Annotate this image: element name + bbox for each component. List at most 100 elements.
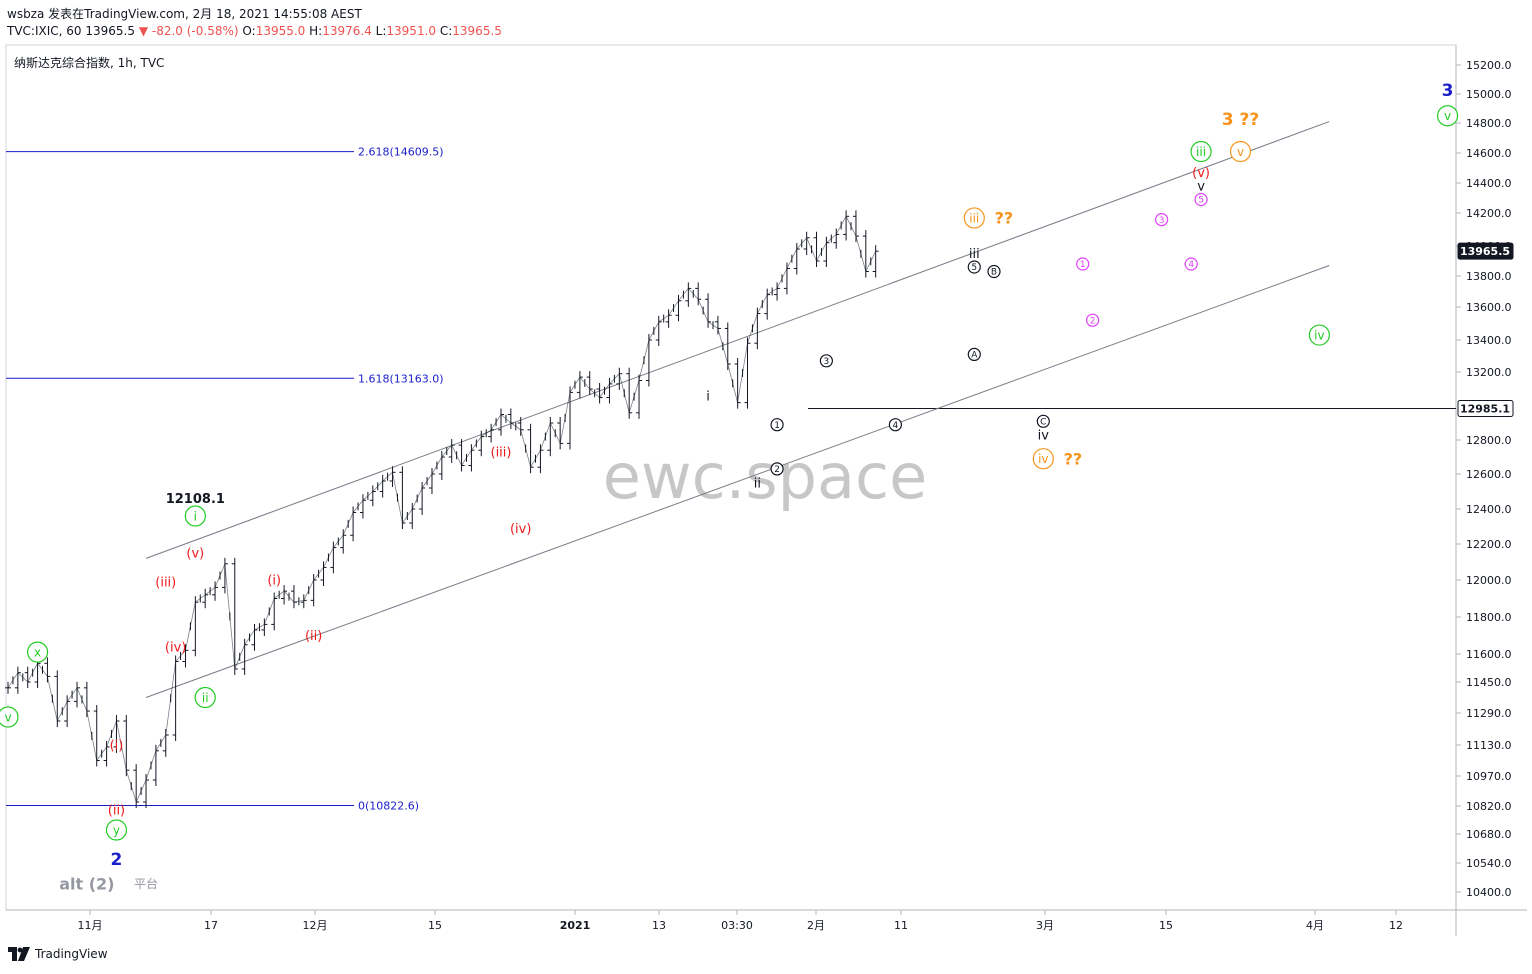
wave-label: 2 bbox=[1090, 316, 1096, 326]
wave-label: iv bbox=[1038, 429, 1050, 444]
x-tick-label: 12月 bbox=[303, 919, 328, 932]
wave-label: (i) bbox=[110, 739, 124, 754]
close-value: 13965.5 bbox=[452, 24, 502, 38]
x-tick-label: 13 bbox=[652, 919, 666, 932]
y-tick-label: 12800.0 bbox=[1466, 434, 1512, 447]
y-tick-label: 14800.0 bbox=[1466, 117, 1512, 130]
quote-change: -82.0 (-0.58%) bbox=[151, 24, 239, 38]
wave-label: iv bbox=[1314, 328, 1324, 342]
wave-label-circle bbox=[26, 641, 49, 663]
wave-label: 3 bbox=[1442, 81, 1454, 101]
x-tick-label: 4月 bbox=[1306, 919, 1324, 932]
y-tick-label: 13200.0 bbox=[1466, 366, 1512, 379]
wave-label-circle bbox=[194, 686, 216, 709]
y-tick-label: 10970.0 bbox=[1466, 770, 1512, 783]
x-tick-label: 17 bbox=[204, 919, 218, 932]
wave-label-circle bbox=[1308, 324, 1330, 346]
wave-label: (v) bbox=[186, 547, 204, 562]
y-tick-label: 11800.0 bbox=[1466, 611, 1512, 624]
wave-label: 平台 bbox=[134, 876, 158, 891]
wave-label: v bbox=[1237, 145, 1244, 159]
y-tick-label: 12000.0 bbox=[1466, 574, 1512, 587]
wave-label: 4 bbox=[1188, 260, 1194, 270]
footer-brand[interactable]: TradingView bbox=[8, 947, 108, 961]
wave-label: 3 bbox=[824, 357, 830, 367]
wave-label-circle bbox=[987, 264, 1001, 279]
wave-label-circle bbox=[105, 819, 128, 841]
wave-label: alt (2) bbox=[59, 874, 114, 893]
wave-label-circle bbox=[888, 418, 903, 432]
x-tick-label: 11 bbox=[894, 919, 908, 932]
fib-level-label: 0(10822.6) bbox=[358, 799, 419, 812]
footer-brand-label: TradingView bbox=[35, 947, 108, 961]
wave-label: 5 bbox=[971, 263, 977, 273]
wave-label: ii bbox=[202, 691, 209, 705]
y-tick-label: 15000.0 bbox=[1466, 88, 1512, 101]
wave-label: 1 bbox=[1080, 260, 1086, 270]
wave-label: 3 ?? bbox=[1222, 110, 1259, 130]
wave-label: i bbox=[706, 389, 710, 404]
close-label: C: bbox=[439, 24, 453, 38]
fib-level-label: 1.618(13163.0) bbox=[358, 372, 444, 385]
wave-label-circle bbox=[963, 207, 985, 229]
down-arrow-icon: ▼ bbox=[138, 24, 149, 38]
channel-upper-line[interactable] bbox=[145, 121, 1330, 559]
wave-label-circle bbox=[770, 418, 784, 432]
fib-level-label: 2.618(14609.5) bbox=[358, 146, 444, 159]
tradingview-logo-icon bbox=[8, 947, 30, 961]
price-badge bbox=[1457, 242, 1514, 260]
x-tick-label: 12 bbox=[1389, 919, 1403, 932]
wave-label: iii bbox=[1196, 145, 1206, 159]
wave-label: iii bbox=[969, 211, 979, 225]
wave-label: 5 bbox=[1198, 196, 1204, 206]
y-tick-label: 15200.0 bbox=[1466, 59, 1512, 72]
y-tick-label: 10680.0 bbox=[1466, 828, 1512, 841]
y-tick-label: 12600.0 bbox=[1466, 468, 1512, 481]
chart-title: 纳斯达克综合指数, 1h, TVC bbox=[14, 55, 164, 70]
wave-label-circle bbox=[1036, 414, 1050, 428]
y-tick-label: 10400.0 bbox=[1466, 886, 1512, 899]
wave-label: ?? bbox=[1064, 449, 1083, 468]
y-tick-label: 11130.0 bbox=[1466, 739, 1512, 752]
y-tick-label: 11600.0 bbox=[1466, 648, 1512, 661]
y-tick-label: 12200.0 bbox=[1466, 538, 1512, 551]
low-label: L: bbox=[375, 24, 387, 38]
wave-label: v bbox=[1197, 180, 1205, 195]
x-tick-label: 15 bbox=[428, 919, 442, 932]
x-tick-label: 03:30 bbox=[721, 919, 753, 932]
y-tick-label: 14400.0 bbox=[1466, 177, 1512, 190]
wave-label: x bbox=[34, 645, 41, 659]
quote-prefix: TVC:IXIC, 60 bbox=[7, 24, 82, 38]
wave-label-circle bbox=[0, 706, 19, 728]
publish-line: wsbza 发表在TradingView.com, 2月 18, 2021 14… bbox=[7, 7, 362, 21]
wave-label-circle bbox=[967, 260, 981, 274]
chart-header: wsbza 发表在TradingView.com, 2月 18, 2021 14… bbox=[7, 6, 502, 40]
wave-label: C bbox=[1040, 418, 1046, 428]
y-tick-label: 12400.0 bbox=[1466, 503, 1512, 516]
wave-label: 1 bbox=[774, 421, 780, 431]
wave-label-circle bbox=[1194, 192, 1208, 207]
wave-label: (v) bbox=[1192, 166, 1210, 181]
wave-label-circle bbox=[967, 347, 981, 361]
price-badge-label: 12985.1 bbox=[1460, 403, 1510, 416]
wave-label: ?? bbox=[995, 209, 1014, 228]
wave-label-circle bbox=[1190, 140, 1212, 163]
y-tick-label: 14200.0 bbox=[1466, 207, 1512, 220]
low-value: 13951.0 bbox=[386, 24, 437, 38]
wave-label-circle bbox=[1184, 257, 1198, 271]
wave-label: (iii) bbox=[491, 446, 512, 461]
high-value: 13976.4 bbox=[322, 24, 372, 38]
y-tick-label: 13600.0 bbox=[1466, 301, 1512, 314]
price-badge bbox=[1457, 400, 1514, 418]
wave-label: (iii) bbox=[155, 576, 176, 591]
channel-lower-line[interactable] bbox=[145, 265, 1330, 698]
quote-last: 13965.5 bbox=[85, 24, 135, 38]
price-badge-label: 13965.5 bbox=[1460, 245, 1510, 258]
high-label: H: bbox=[309, 24, 323, 38]
y-tick-label: 11290.0 bbox=[1466, 707, 1512, 720]
y-tick-label: 14600.0 bbox=[1466, 147, 1512, 160]
wave-label: v bbox=[1444, 109, 1451, 123]
y-tick-label: 10820.0 bbox=[1466, 800, 1512, 813]
wave-label: A bbox=[971, 351, 978, 361]
